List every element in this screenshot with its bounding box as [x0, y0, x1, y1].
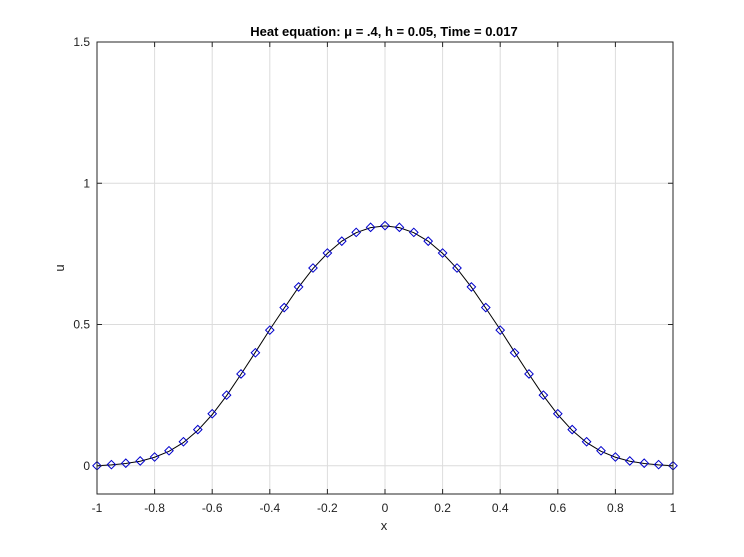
data-point-diamond [351, 227, 362, 238]
x-tick-label: 0.2 [434, 501, 451, 515]
data-point-diamond [250, 347, 261, 358]
x-axis-label: x [381, 518, 388, 533]
data-point-diamond [308, 263, 318, 273]
data-layer [92, 220, 678, 471]
series-line [96, 225, 674, 467]
chart-title: Heat equation: μ = .4, h = 0.05, Time = … [250, 24, 517, 39]
data-point-diamond [524, 369, 534, 379]
y-tick-label: 0.5 [73, 318, 90, 332]
x-tick-label: -0.8 [144, 501, 165, 515]
data-point-diamond [480, 302, 491, 313]
axes-layer: -1 -0.8 -0.6 -0.4 -0.2 0 0.2 0.4 0.6 0.8 1 0 0.5 1 1.5 [73, 35, 676, 515]
x-tick-label: 0.6 [549, 501, 566, 515]
data-point-diamond [437, 248, 448, 258]
data-point-diamond [567, 424, 578, 435]
data-point-diamond [192, 424, 203, 435]
x-tick-label: 0.8 [607, 501, 624, 515]
data-point-diamond [106, 459, 117, 470]
data-point-diamond [394, 222, 405, 233]
y-tick-label: 1.5 [73, 35, 90, 49]
data-point-diamond [164, 445, 174, 456]
data-point-diamond [236, 369, 246, 379]
data-point-diamond [279, 302, 290, 313]
data-point-diamond [624, 456, 635, 466]
data-point-diamond [365, 222, 376, 233]
data-point-diamond [336, 236, 347, 247]
data-point-diamond [264, 325, 275, 336]
data-point-diamond [509, 347, 520, 358]
data-point-diamond [207, 408, 218, 419]
data-point-diamond [178, 436, 189, 447]
data-point-diamond [610, 452, 621, 462]
data-point-diamond [380, 220, 390, 231]
data-point-diamond [596, 445, 606, 456]
x-tick-label: 0 [382, 501, 389, 515]
data-point-diamond [135, 456, 146, 466]
data-point-diamond [120, 458, 131, 469]
y-tick-label: 0 [83, 459, 90, 473]
x-tick-label: -0.6 [202, 501, 223, 515]
data-point-diamond [322, 248, 333, 258]
x-tick-label: -1 [92, 501, 103, 515]
data-point-diamond [538, 390, 549, 401]
data-point-diamond [495, 325, 506, 336]
data-point-diamond [221, 390, 232, 401]
x-tick-label: 1 [670, 501, 677, 515]
data-point-diamond [639, 458, 650, 469]
data-point-diamond [466, 282, 477, 292]
data-point-diamond [408, 227, 419, 238]
y-axis-label: u [52, 264, 67, 271]
data-point-diamond [423, 236, 434, 247]
x-tick-label: -0.4 [259, 501, 280, 515]
labels-layer: Heat equation: μ = .4, h = 0.05, Time = … [52, 24, 518, 533]
data-point-diamond [452, 263, 462, 273]
y-tick-label: 1 [83, 176, 90, 190]
data-point-diamond [149, 452, 160, 462]
x-tick-label: -0.2 [317, 501, 338, 515]
data-point-diamond [581, 436, 592, 447]
grid-layer [97, 42, 673, 494]
data-point-diamond [653, 459, 664, 470]
data-point-diamond [293, 282, 304, 292]
data-point-diamond [552, 408, 563, 419]
x-tick-label: 0.4 [492, 501, 509, 515]
